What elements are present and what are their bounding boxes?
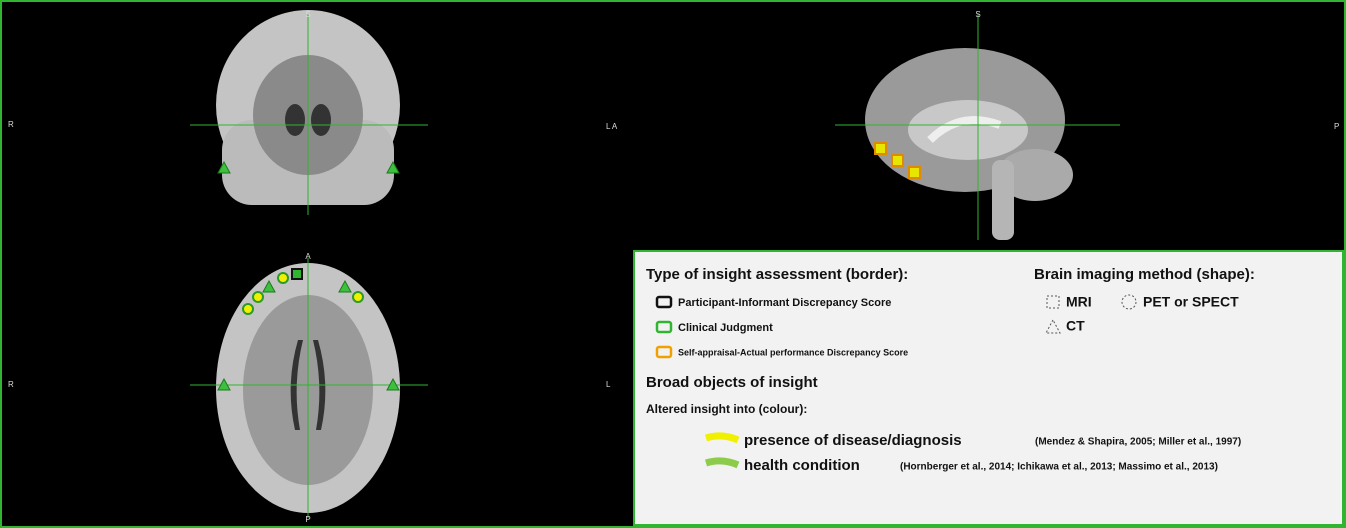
- legend: Type of insight assessment (border): Par…: [634, 251, 1343, 525]
- orientation-label: R: [8, 380, 14, 389]
- orientation-label: L: [606, 380, 611, 389]
- orientation-label: S: [305, 10, 310, 19]
- mri-marker: [875, 143, 886, 154]
- ventricle: [285, 104, 305, 136]
- legend-item: Clinical Judgment: [678, 322, 773, 334]
- orientation-label: R: [8, 120, 14, 129]
- orientation-label: P: [305, 515, 310, 524]
- ventricle: [311, 104, 331, 136]
- orientation-label: L A: [606, 122, 618, 131]
- mri-marker: [892, 155, 903, 166]
- legend-subtitle: Altered insight into (colour):: [646, 402, 807, 416]
- figure: S R S L A P A R L P: [0, 0, 1346, 528]
- legend-item: MRI: [1066, 294, 1092, 310]
- legend-item: PET or SPECT: [1143, 294, 1239, 310]
- orientation-label: P: [1334, 122, 1339, 131]
- orientation-label: A: [305, 252, 311, 261]
- mri-marker: [909, 167, 920, 178]
- legend-item: Participant-Informant Discrepancy Score: [678, 297, 891, 309]
- brainstem: [992, 160, 1014, 240]
- legend-item: presence of disease/diagnosis: [744, 432, 962, 449]
- white-matter: [908, 100, 1028, 160]
- legend-item: health condition: [744, 457, 860, 474]
- orientation-label: S: [975, 10, 980, 19]
- legend-title: Brain imaging method (shape):: [1034, 266, 1255, 283]
- legend-swatch: [706, 461, 738, 465]
- legend-reference: (Hornberger et al., 2014; Ichikawa et al…: [900, 462, 1218, 473]
- legend-title: Type of insight assessment (border):: [646, 266, 908, 283]
- pet-marker: [253, 292, 263, 302]
- legend-item: Self-appraisal-Actual performance Discre…: [678, 347, 908, 357]
- pet-marker: [353, 292, 363, 302]
- pet-marker: [243, 304, 253, 314]
- pet-marker: [278, 273, 288, 283]
- legend-title: Broad objects of insight: [646, 374, 818, 391]
- legend-swatch: [706, 436, 738, 440]
- mri-marker: [292, 269, 302, 279]
- legend-item: CT: [1066, 318, 1085, 334]
- legend-reference: (Mendez & Shapira, 2005; Miller et al., …: [1035, 437, 1241, 448]
